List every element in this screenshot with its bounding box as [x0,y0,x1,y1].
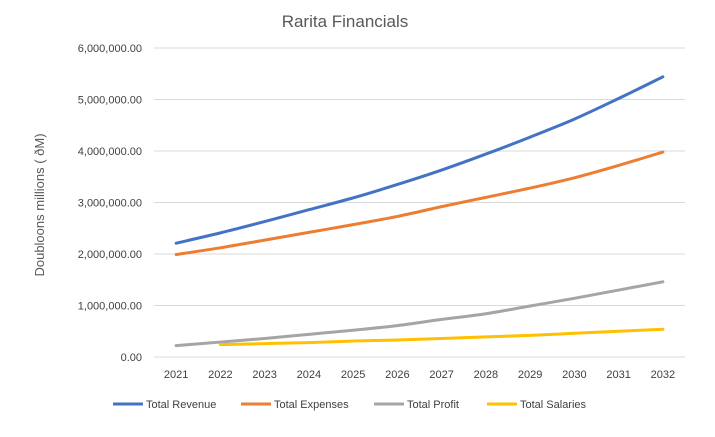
series-line-total-profit [174,280,665,348]
y-tick-label: 3,000,000.00 [78,198,142,210]
grid-lines [154,47,685,358]
x-tick-label: 2026 [385,369,409,381]
x-tick-label: 2023 [252,369,276,381]
y-tick-label: 2,000,000.00 [78,249,142,261]
legend-label-total-salaries: Total Salaries [520,399,587,411]
y-tick-label: 5,000,000.00 [78,95,142,107]
x-tick-label: 2031 [606,369,630,381]
x-tick-label: 2027 [429,369,453,381]
legend-label-total-expenses: Total Expenses [274,399,349,411]
x-tick-label: 2024 [297,369,321,381]
series-line-total-expenses [174,150,665,257]
x-axis-ticks: 2021 2022 2023 2024 2025 2026 2027 2028 2029 2030… [164,369,675,381]
y-tick-label: 4,000,000.00 [78,146,142,158]
x-tick-label: 2032 [651,369,675,381]
series-lines [174,75,665,348]
y-tick-label: 1,000,000.00 [78,301,142,313]
chart-title: Rarita Financials [282,12,409,31]
x-tick-label: 2030 [562,369,586,381]
series-line-total-revenue [174,75,665,245]
y-tick-label: 0.00 [121,352,142,364]
x-tick-label: 2028 [474,369,498,381]
series-line-total-salaries [218,327,665,347]
y-tick-label: 6,000,000.00 [78,43,142,55]
x-tick-label: 2029 [518,369,542,381]
x-tick-label: 2021 [164,369,188,381]
legend: Total Revenue Total Expenses Total Profit T… [113,399,587,411]
legend-label-total-profit: Total Profit [407,399,459,411]
y-axis-ticks: 0.00 1,000,000.00 2,000,000.00 3,000,000.00… [78,43,142,364]
x-tick-label: 2025 [341,369,365,381]
legend-label-total-revenue: Total Revenue [146,399,216,411]
x-tick-label: 2022 [208,369,232,381]
y-axis-label: Doubloons millions ( ðM) [32,133,47,276]
